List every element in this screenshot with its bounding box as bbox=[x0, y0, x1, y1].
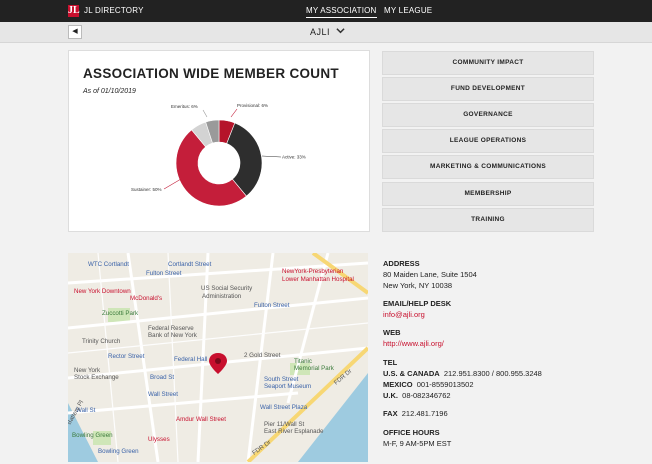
map-label: NewYork-Presbyterian bbox=[282, 268, 344, 275]
map-label: Seaport Museum bbox=[264, 383, 311, 390]
map-pin-icon[interactable] bbox=[209, 353, 227, 374]
map-label: Bank of New York bbox=[148, 332, 198, 339]
tel-mx-label: MEXICO bbox=[383, 380, 413, 389]
map-label: Trinity Church bbox=[82, 338, 121, 345]
tel-uk-number: 08-082346762 bbox=[402, 391, 451, 400]
address-line-1: 80 Maiden Lane, Suite 1504 bbox=[383, 270, 477, 279]
chart-title: ASSOCIATION WIDE MEMBER COUNT bbox=[83, 66, 339, 81]
map-label: Rector Street bbox=[108, 353, 145, 360]
slice-label-provisional: Provisional: 6% bbox=[237, 103, 268, 108]
address-line-2: New York, NY 10038 bbox=[383, 281, 453, 290]
fax-label: FAX bbox=[383, 409, 398, 418]
slice-label-sustainer: Sustainer: 50% bbox=[131, 187, 162, 192]
menu-fund-development[interactable]: FUND DEVELOPMENT bbox=[382, 77, 594, 101]
tel-mx-number: 001-8559013502 bbox=[416, 380, 474, 389]
member-donut-chart: Provisional: 6% Active: 33% Sustainer: 5… bbox=[131, 103, 306, 207]
donut-slice bbox=[175, 129, 247, 207]
map-label: South Street bbox=[264, 376, 299, 383]
nav-my-league[interactable]: MY LEAGUE bbox=[384, 6, 433, 15]
chevron-down-icon[interactable] bbox=[336, 26, 345, 37]
map-label: Broad St bbox=[150, 374, 174, 381]
map-label: Amdur Wall Street bbox=[176, 416, 226, 423]
menu-membership[interactable]: MEMBERSHIP bbox=[382, 182, 594, 206]
donut-slice bbox=[205, 119, 220, 144]
map-label: Fulton Street bbox=[254, 302, 290, 309]
email-link[interactable]: info@ajli.org bbox=[383, 310, 425, 319]
map-label: FDR Dr bbox=[251, 439, 272, 457]
chevron-left-icon: ◀ bbox=[72, 28, 78, 35]
map-label: Bowling Green bbox=[98, 448, 139, 455]
map-label: Fulton Street bbox=[146, 270, 182, 277]
map-label: Wall Street bbox=[148, 391, 178, 398]
map-label: WTC Cortlandt bbox=[88, 261, 129, 268]
slice-label-emeritus: Emeritus: 6% bbox=[171, 104, 198, 109]
map-label: Wall St bbox=[76, 407, 96, 414]
member-count-card: ASSOCIATION WIDE MEMBER COUNT As of 01/1… bbox=[68, 50, 370, 232]
office-location-map[interactable]: WTC Cortlandt Cortlandt Street Fulton St… bbox=[68, 253, 368, 462]
menu-training[interactable]: TRAINING bbox=[382, 208, 594, 232]
map-label: Bowling Green bbox=[72, 432, 113, 439]
map-label: Pier 11/Wall St bbox=[264, 421, 305, 428]
email-heading: EMAIL/HELP DESK bbox=[383, 299, 452, 308]
map-label: Federal Hall bbox=[174, 356, 207, 363]
menu-community-impact[interactable]: COMMUNITY IMPACT bbox=[382, 51, 594, 75]
fax-number: 212.481.7196 bbox=[401, 409, 448, 418]
slice-label-active: Active: 33% bbox=[282, 155, 306, 160]
association-name[interactable]: AJLI bbox=[310, 27, 331, 37]
jl-logo[interactable]: JL bbox=[68, 5, 80, 17]
chart-subtitle: As of 01/10/2019 bbox=[83, 88, 136, 95]
map-label: Wall Street Plaza bbox=[260, 404, 308, 411]
association-selector-bar: ◀ AJLI bbox=[0, 22, 652, 43]
map-label: Memorial Park bbox=[294, 365, 335, 372]
menu-governance[interactable]: GOVERNANCE bbox=[382, 103, 594, 127]
map-label: 2 Gold Street bbox=[244, 352, 281, 359]
map-label: Titanic bbox=[294, 358, 312, 365]
donut-slice bbox=[226, 122, 263, 197]
office-hours-heading: OFFICE HOURS bbox=[383, 428, 440, 437]
tel-us-label: U.S. & CANADA bbox=[383, 369, 440, 378]
website-link[interactable]: http://www.ajli.org/ bbox=[383, 339, 444, 348]
map-label: Ulysses bbox=[148, 436, 170, 443]
top-navigation-bar: JL JL DIRECTORY MY ASSOCIATION MY LEAGUE bbox=[0, 0, 652, 22]
tel-us-number: 212.951.8300 / 800.955.3248 bbox=[443, 369, 542, 378]
map-label: Zuccotti Park bbox=[102, 310, 139, 317]
back-button[interactable]: ◀ bbox=[68, 25, 82, 39]
map-label: Federal Reserve bbox=[148, 325, 194, 332]
map-label: Cortlandt Street bbox=[168, 261, 212, 268]
map-label: New York bbox=[74, 367, 101, 374]
map-label: US Social Security bbox=[201, 285, 253, 292]
web-heading: WEB bbox=[383, 328, 401, 337]
address-heading: ADDRESS bbox=[383, 259, 420, 268]
nav-my-association[interactable]: MY ASSOCIATION bbox=[306, 6, 377, 18]
menu-marketing-communications[interactable]: MARKETING & COMMUNICATIONS bbox=[382, 155, 594, 179]
map-label: New York Downtown bbox=[74, 288, 131, 295]
map-label: Lower Manhattan Hospital bbox=[282, 276, 354, 283]
map-label: McDonald's bbox=[130, 295, 162, 302]
tel-heading: TEL bbox=[383, 358, 398, 367]
jl-directory-link[interactable]: JL DIRECTORY bbox=[84, 6, 144, 15]
office-hours: M-F, 9 AM-5PM EST bbox=[383, 439, 452, 448]
menu-league-operations[interactable]: LEAGUE OPERATIONS bbox=[382, 129, 594, 153]
map-label: Stock Exchange bbox=[74, 374, 119, 381]
map-label: Administration bbox=[202, 293, 242, 300]
map-label: East River Esplanade bbox=[264, 428, 324, 435]
tel-uk-label: U.K. bbox=[383, 391, 398, 400]
